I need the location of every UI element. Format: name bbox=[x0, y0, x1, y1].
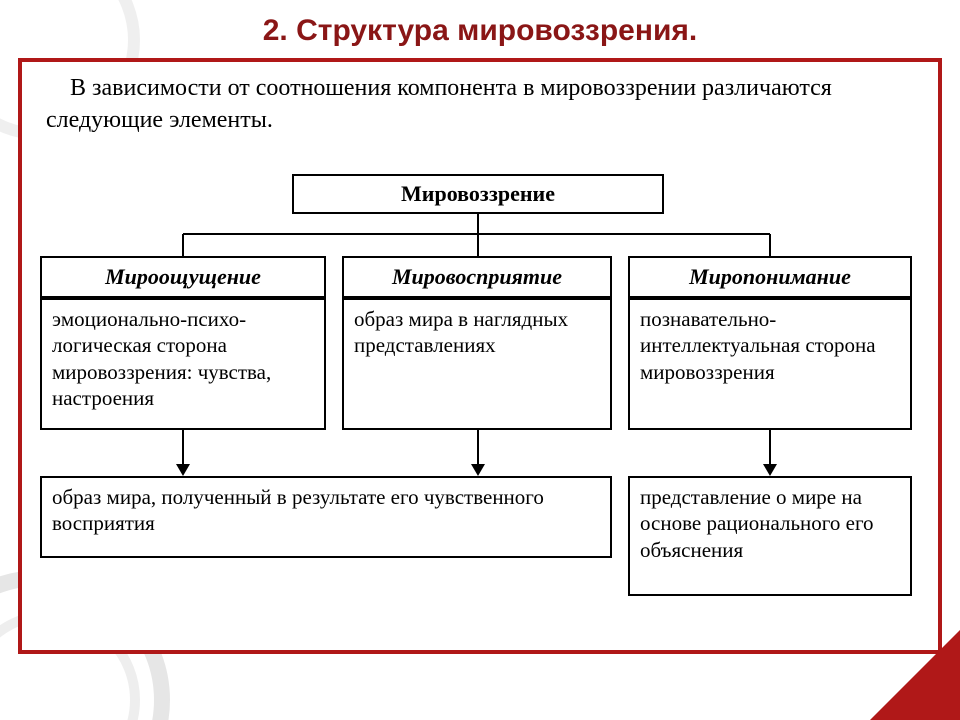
column-head-1: Мироощущение bbox=[40, 256, 326, 298]
result-box-1: образ мира, полученный в результате его … bbox=[40, 476, 612, 558]
column-desc-3: познавательно-интеллектуальная сторона м… bbox=[628, 298, 912, 430]
diagram-frame: В зависимости от соотношения компонента … bbox=[18, 58, 942, 654]
result-box-2: представление о мире на основе рациональ… bbox=[628, 476, 912, 596]
column-head-3: Миропонимание bbox=[628, 256, 912, 298]
intro-text: В зависимости от соотношения компонента … bbox=[46, 72, 914, 137]
slide: 2. Структура мировоззрения. В зависимост… bbox=[0, 0, 960, 720]
column-desc-1: эмоционально-психо­логическая сторона ми… bbox=[40, 298, 326, 430]
column-head-2: Мировосприятие bbox=[342, 256, 612, 298]
root-node: Мировоззрение bbox=[292, 174, 664, 214]
column-desc-2: образ мира в на­глядных пред­ставлениях bbox=[342, 298, 612, 430]
slide-title: 2. Структура мировоззрения. bbox=[0, 14, 960, 48]
